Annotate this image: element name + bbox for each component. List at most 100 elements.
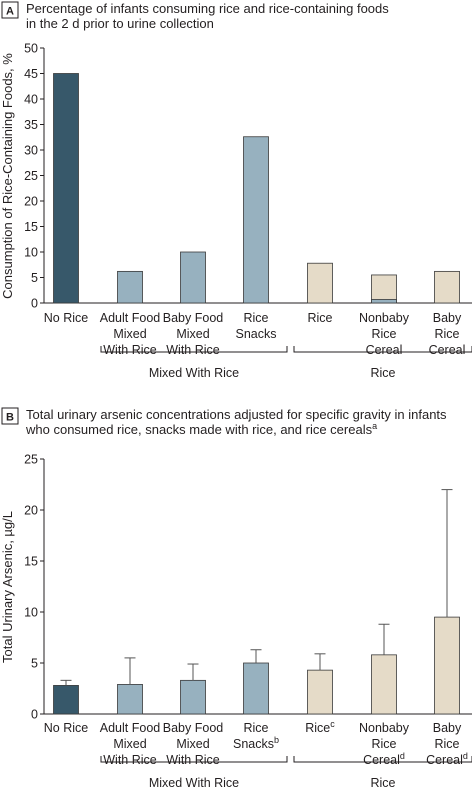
x-tick-label: Mixed xyxy=(113,327,146,341)
y-tick-label: 15 xyxy=(24,555,38,569)
y-axis-label: Total Urinary Arsenic, µg/L xyxy=(0,511,15,663)
panel-a: A Percentage of infants consuming rice an… xyxy=(0,1,472,380)
x-tick-label-text: Nonbaby xyxy=(359,311,410,325)
bar xyxy=(371,654,397,715)
x-tick-label: Rice xyxy=(371,327,396,341)
x-tick-label-text: Rice xyxy=(307,311,332,325)
x-tick-label: Baby Food xyxy=(163,311,224,325)
x-tick-label: Baby Food xyxy=(163,721,224,735)
x-tick-footnote-mark: d xyxy=(463,751,468,761)
x-tick-label-text: Baby xyxy=(433,311,462,325)
x-tick-label: With Rice xyxy=(103,343,157,357)
x-tick-label-text: Rice xyxy=(305,721,330,735)
x-tick-footnote-mark: d xyxy=(400,751,405,761)
bar xyxy=(117,684,143,715)
chart-title-line: in the 2 d prior to urine collection xyxy=(26,16,214,31)
bar xyxy=(53,73,79,304)
bar xyxy=(243,662,269,715)
x-tick-label-text: Snacks xyxy=(233,737,274,751)
x-tick-label-text: Nonbaby xyxy=(359,721,410,735)
y-tick-label: 25 xyxy=(24,169,38,183)
x-tick-label-text: With Rice xyxy=(103,343,157,357)
x-tick-label: Rice xyxy=(243,721,268,735)
x-tick-label-text: No Rice xyxy=(44,721,89,735)
x-tick-label-text: Mixed xyxy=(113,737,146,751)
chart-title-text: who consumed rice, snacks made with rice… xyxy=(25,422,373,437)
x-tick-label-text: Cereal xyxy=(363,753,400,767)
x-tick-label: Cereald xyxy=(426,751,468,767)
x-tick-label: Baby xyxy=(433,721,462,735)
group-bracket xyxy=(100,756,288,763)
bar xyxy=(307,262,333,304)
y-tick-label: 0 xyxy=(31,297,38,311)
bar xyxy=(371,274,397,304)
x-tick-label-text: Rice xyxy=(371,737,396,751)
x-tick-label: Snacksb xyxy=(233,735,279,751)
x-tick-label: Ricec xyxy=(305,719,335,735)
x-tick-label-text: With Rice xyxy=(166,343,220,357)
x-tick-label: Adult Food xyxy=(100,311,161,325)
x-tick-label: Snacks xyxy=(236,327,277,341)
x-tick-label-text: Baby Food xyxy=(163,311,224,325)
chart-title-text: Percentage of infants consuming rice and… xyxy=(26,1,389,16)
x-tick-label: No Rice xyxy=(44,721,89,735)
x-tick-label-text: With Rice xyxy=(103,753,157,767)
x-tick-label-text: Mixed xyxy=(113,327,146,341)
y-tick-label: 10 xyxy=(24,606,38,620)
y-axis-label: Consumption of Rice-Containing Foods, % xyxy=(0,53,15,299)
x-tick-label: Rice xyxy=(434,737,459,751)
y-tick-label: 15 xyxy=(24,220,38,234)
x-tick-label: Cereal xyxy=(429,343,466,357)
x-tick-label-text: No Rice xyxy=(44,311,89,325)
bar xyxy=(434,616,460,715)
panel-letter-box xyxy=(1,407,19,425)
bar xyxy=(180,679,206,715)
x-tick-label: Baby xyxy=(433,311,462,325)
x-tick-label: No Rice xyxy=(44,311,89,325)
x-tick-label-text: Cereal xyxy=(366,343,403,357)
x-tick-label-text: Rice xyxy=(434,737,459,751)
chart-title-line: who consumed rice, snacks made with rice… xyxy=(25,421,377,437)
x-tick-label: Rice xyxy=(371,737,396,751)
x-tick-label-text: Adult Food xyxy=(100,311,161,325)
y-tick-label: 5 xyxy=(31,271,38,285)
x-tick-label: Nonbaby xyxy=(359,721,410,735)
x-tick-label-text: With Rice xyxy=(166,753,220,767)
x-tick-label-text: Cereal xyxy=(429,343,466,357)
bar xyxy=(434,270,460,304)
x-tick-label: Rice xyxy=(243,311,268,325)
bar xyxy=(243,136,269,304)
y-tick-label: 5 xyxy=(31,657,38,671)
x-tick-label: With Rice xyxy=(103,753,157,767)
y-tick-label: 50 xyxy=(24,42,38,56)
x-tick-label: Rice xyxy=(307,311,332,325)
x-tick-label: Mixed xyxy=(176,327,209,341)
group-bracket xyxy=(293,756,472,763)
group-bracket xyxy=(293,346,472,353)
bar-inner-segment xyxy=(371,299,397,304)
x-tick-label-text: Rice xyxy=(371,327,396,341)
panel-letter: B xyxy=(6,412,14,424)
group-label: Rice xyxy=(370,366,395,380)
x-tick-footnote-mark: c xyxy=(330,719,335,729)
y-tick-label: 20 xyxy=(24,504,38,518)
panel-letter: A xyxy=(6,6,14,18)
bar xyxy=(117,270,143,304)
panel-letter-box xyxy=(1,1,19,19)
title-footnote-mark: a xyxy=(372,421,377,431)
group-bracket xyxy=(100,346,288,353)
x-tick-label: Adult Food xyxy=(100,721,161,735)
x-tick-label-text: Mixed xyxy=(176,737,209,751)
x-tick-label: Nonbaby xyxy=(359,311,410,325)
x-tick-label: Rice xyxy=(434,327,459,341)
y-tick-label: 10 xyxy=(24,246,38,260)
y-tick-label: 45 xyxy=(24,67,38,81)
x-tick-label: With Rice xyxy=(166,343,220,357)
bar xyxy=(53,685,79,715)
x-tick-label-text: Mixed xyxy=(176,327,209,341)
chart-title-line: Percentage of infants consuming rice and… xyxy=(26,1,389,16)
chart-title-text: in the 2 d prior to urine collection xyxy=(26,16,214,31)
y-tick-label: 40 xyxy=(24,93,38,107)
y-tick-label: 25 xyxy=(24,453,38,467)
